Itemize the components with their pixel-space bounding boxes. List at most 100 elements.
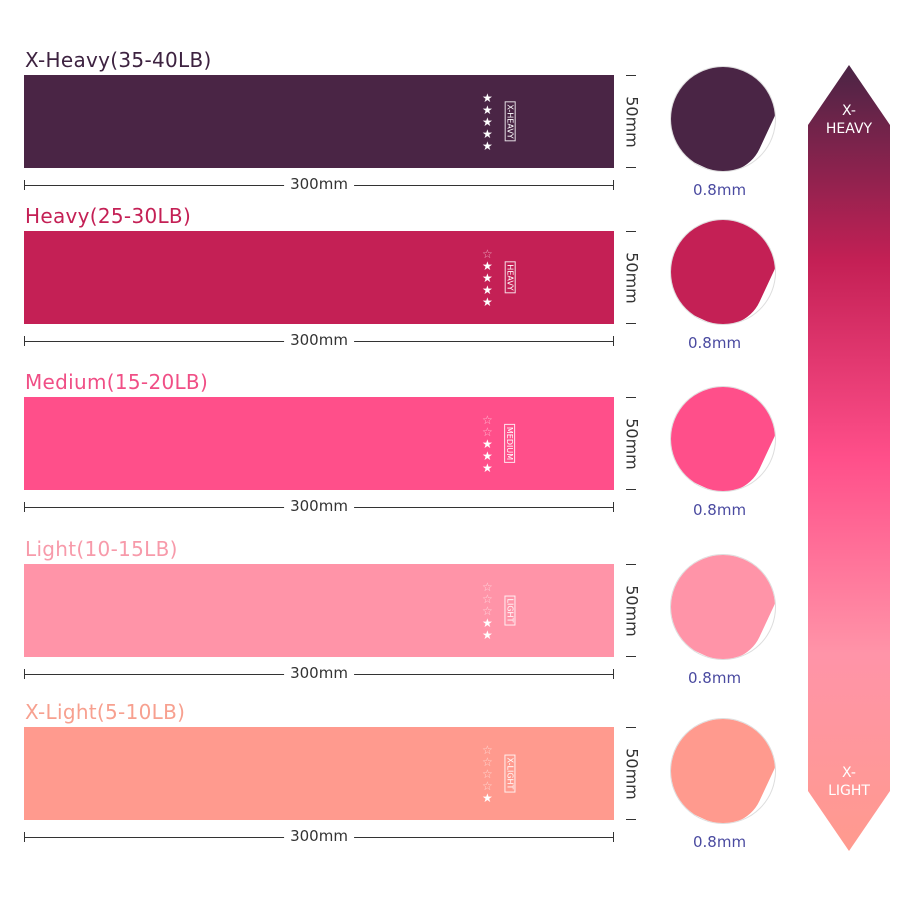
width-dimension: 50mm: [620, 727, 644, 820]
star-filled-icon: ★: [482, 90, 493, 105]
resistance-band: ★ ★ ★ ★ ★ X-HEAVY: [24, 75, 614, 168]
band-level-tag: X-LIGHT: [504, 754, 516, 793]
band-level-tag: LIGHT: [504, 595, 516, 626]
band-tag-wrap: X-LIGHT: [498, 727, 522, 820]
length-label: 300mm: [284, 827, 354, 845]
star-filled-icon: ★: [482, 258, 493, 273]
star-filled-icon: ★: [482, 790, 493, 805]
width-label: 50mm: [622, 95, 642, 148]
scale-bottom-label: X- LIGHT: [828, 765, 870, 799]
star-filled-icon: ★: [482, 448, 493, 463]
width-label: 50mm: [622, 251, 642, 304]
strength-stars: ★ ★ ☆ ☆ ☆: [482, 564, 494, 657]
dimension-end: [613, 180, 614, 190]
strength-stars: ★ ★ ★ ★ ☆: [482, 231, 494, 324]
band-title: X-Light(5-10LB): [25, 700, 186, 724]
dimension-end: [626, 656, 636, 657]
width-dimension: 50mm: [620, 397, 644, 490]
band-fold: [671, 220, 775, 324]
strength-stars: ★ ★ ★ ☆ ☆: [482, 397, 494, 490]
strength-stars: ★ ☆ ☆ ☆ ☆: [482, 727, 494, 820]
dimension-end: [626, 489, 636, 490]
star-filled-icon: ★: [482, 436, 493, 451]
star-outline-icon: ☆: [482, 246, 493, 261]
band-thickness-closeup: [670, 219, 776, 325]
star-filled-icon: ★: [482, 114, 493, 129]
length-label: 300mm: [284, 175, 354, 193]
dimension-end: [626, 727, 636, 728]
dimension-end: [24, 336, 25, 346]
length-label: 300mm: [284, 331, 354, 349]
band-thickness-closeup: [670, 718, 776, 824]
star-outline-icon: ☆: [482, 591, 493, 606]
dimension-end: [24, 502, 25, 512]
star-filled-icon: ★: [482, 615, 493, 630]
star-filled-icon: ★: [482, 138, 493, 153]
length-dimension: 300mm: [24, 331, 614, 349]
star-outline-icon: ☆: [482, 742, 493, 757]
width-dimension: 50mm: [620, 231, 644, 324]
thickness-label: 0.8mm: [688, 669, 742, 687]
dimension-end: [24, 669, 25, 679]
band-fold: [671, 555, 775, 659]
band-title: Medium(15-20LB): [25, 370, 209, 394]
band-level-tag: HEAVY: [504, 261, 516, 294]
length-dimension: 300mm: [24, 175, 614, 193]
star-filled-icon: ★: [482, 102, 493, 117]
length-label: 300mm: [284, 497, 354, 515]
band-thickness-closeup: [670, 554, 776, 660]
star-filled-icon: ★: [482, 460, 493, 475]
dimension-end: [613, 502, 614, 512]
star-outline-icon: ☆: [482, 754, 493, 769]
star-outline-icon: ☆: [482, 579, 493, 594]
star-filled-icon: ★: [482, 294, 493, 309]
resistance-band: ★ ☆ ☆ ☆ ☆ X-LIGHT: [24, 727, 614, 820]
star-outline-icon: ☆: [482, 424, 493, 439]
dimension-end: [613, 669, 614, 679]
band-tag-wrap: MEDIUM: [498, 397, 522, 490]
resistance-band: ★ ★ ★ ★ ☆ HEAVY: [24, 231, 614, 324]
dimension-end: [613, 832, 614, 842]
star-outline-icon: ☆: [482, 766, 493, 781]
band-title: Light(10-15LB): [25, 537, 178, 561]
intensity-scale-arrow: [808, 65, 890, 851]
dimension-end: [626, 397, 636, 398]
band-level-tag: X-HEAVY: [504, 101, 516, 142]
length-dimension: 300mm: [24, 664, 614, 682]
width-label: 50mm: [622, 584, 642, 637]
thickness-label: 0.8mm: [693, 833, 747, 851]
star-filled-icon: ★: [482, 126, 493, 141]
dimension-end: [24, 832, 25, 842]
strength-stars: ★ ★ ★ ★ ★: [482, 75, 494, 168]
dimension-end: [24, 180, 25, 190]
dimension-end: [626, 564, 636, 565]
length-dimension: 300mm: [24, 827, 614, 845]
band-fold: [671, 67, 775, 171]
star-filled-icon: ★: [482, 270, 493, 285]
width-label: 50mm: [622, 747, 642, 800]
width-dimension: 50mm: [620, 564, 644, 657]
band-title: Heavy(25-30LB): [25, 204, 192, 228]
length-dimension: 300mm: [24, 497, 614, 515]
band-fold: [671, 719, 775, 823]
width-label: 50mm: [622, 417, 642, 470]
star-filled-icon: ★: [482, 627, 493, 642]
thickness-label: 0.8mm: [693, 181, 747, 199]
band-tag-wrap: LIGHT: [498, 564, 522, 657]
thickness-label: 0.8mm: [693, 501, 747, 519]
dimension-end: [613, 336, 614, 346]
band-fold: [671, 387, 775, 491]
star-filled-icon: ★: [482, 282, 493, 297]
band-title: X-Heavy(35-40LB): [25, 48, 212, 72]
band-tag-wrap: X-HEAVY: [498, 75, 522, 168]
scale-top-label: X- HEAVY: [825, 103, 873, 137]
length-label: 300mm: [284, 664, 354, 682]
dimension-end: [626, 819, 636, 820]
resistance-band: ★ ★ ☆ ☆ ☆ LIGHT: [24, 564, 614, 657]
width-dimension: 50mm: [620, 75, 644, 168]
dimension-end: [626, 231, 636, 232]
resistance-band: ★ ★ ★ ☆ ☆ MEDIUM: [24, 397, 614, 490]
star-outline-icon: ☆: [482, 412, 493, 427]
star-outline-icon: ☆: [482, 778, 493, 793]
